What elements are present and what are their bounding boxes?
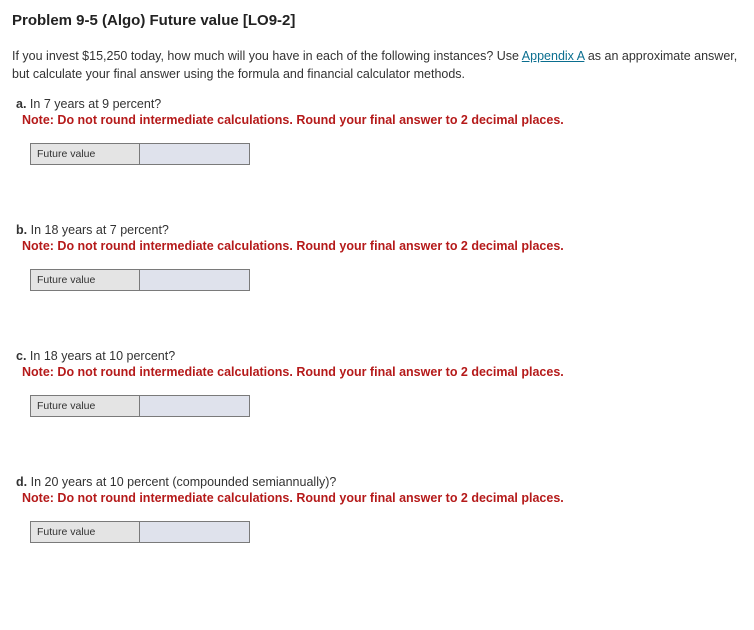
future-value-row-d: Future value bbox=[30, 521, 742, 543]
question-d: d. In 20 years at 10 percent (compounded… bbox=[16, 475, 742, 489]
future-value-row-a: Future value bbox=[30, 143, 742, 165]
future-value-input-d[interactable] bbox=[140, 521, 250, 543]
problem-intro: If you invest $15,250 today, how much wi… bbox=[12, 47, 742, 83]
future-value-input-a[interactable] bbox=[140, 143, 250, 165]
appendix-link[interactable]: Appendix A bbox=[522, 49, 585, 63]
part-letter: a. bbox=[16, 97, 26, 111]
note-a: Note: Do not round intermediate calculat… bbox=[22, 113, 742, 127]
future-value-label: Future value bbox=[30, 395, 140, 417]
question-c: c. In 18 years at 10 percent? bbox=[16, 349, 742, 363]
question-text: In 20 years at 10 percent (compounded se… bbox=[31, 475, 337, 489]
future-value-label: Future value bbox=[30, 143, 140, 165]
question-a: a. In 7 years at 9 percent? bbox=[16, 97, 742, 111]
part-letter: c. bbox=[16, 349, 26, 363]
question-text: In 18 years at 10 percent? bbox=[30, 349, 175, 363]
intro-text-pre: If you invest $15,250 today, how much wi… bbox=[12, 49, 522, 63]
future-value-label: Future value bbox=[30, 269, 140, 291]
note-c: Note: Do not round intermediate calculat… bbox=[22, 365, 742, 379]
future-value-input-c[interactable] bbox=[140, 395, 250, 417]
part-d: d. In 20 years at 10 percent (compounded… bbox=[12, 475, 742, 543]
problem-title: Problem 9-5 (Algo) Future value [LO9-2] bbox=[12, 12, 742, 29]
part-letter: b. bbox=[16, 223, 27, 237]
future-value-row-b: Future value bbox=[30, 269, 742, 291]
part-letter: d. bbox=[16, 475, 27, 489]
future-value-row-c: Future value bbox=[30, 395, 742, 417]
question-text: In 18 years at 7 percent? bbox=[31, 223, 169, 237]
future-value-input-b[interactable] bbox=[140, 269, 250, 291]
part-a: a. In 7 years at 9 percent? Note: Do not… bbox=[12, 97, 742, 165]
note-b: Note: Do not round intermediate calculat… bbox=[22, 239, 742, 253]
question-text: In 7 years at 9 percent? bbox=[30, 97, 161, 111]
note-d: Note: Do not round intermediate calculat… bbox=[22, 491, 742, 505]
future-value-label: Future value bbox=[30, 521, 140, 543]
part-c: c. In 18 years at 10 percent? Note: Do n… bbox=[12, 349, 742, 417]
question-b: b. In 18 years at 7 percent? bbox=[16, 223, 742, 237]
part-b: b. In 18 years at 7 percent? Note: Do no… bbox=[12, 223, 742, 291]
